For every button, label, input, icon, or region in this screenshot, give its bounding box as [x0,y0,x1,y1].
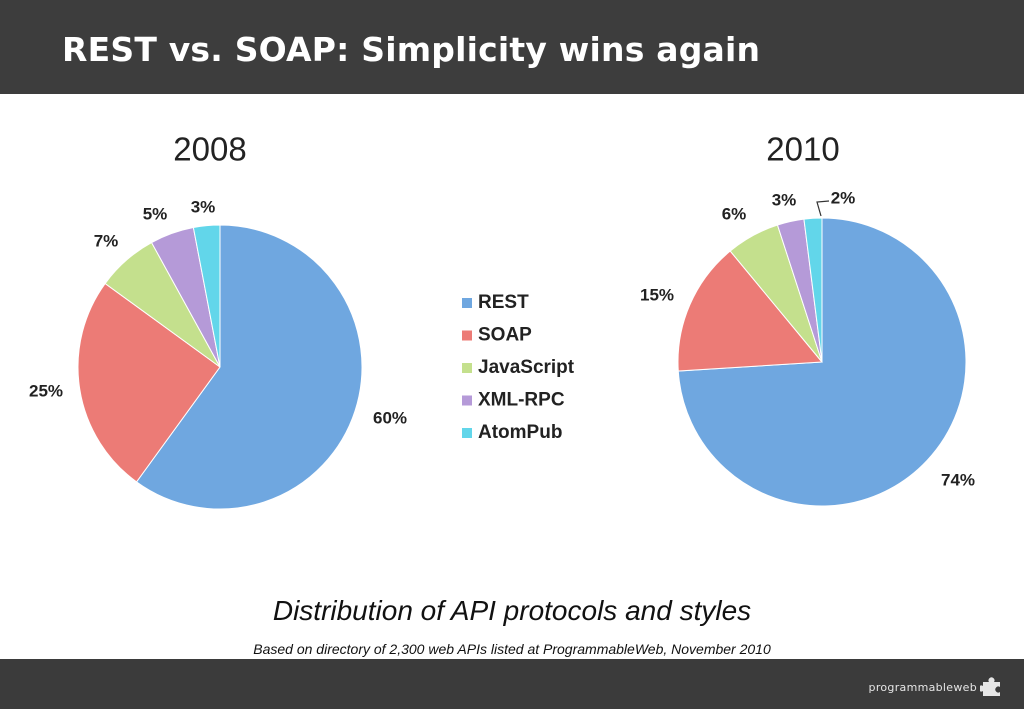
pie-label-2010-soap: 15% [640,285,674,304]
legend-label-rest: REST [478,292,529,313]
legend-label-javascript: JavaScript [478,357,575,378]
programmableweb-logo: programmableweb [869,676,1006,698]
puzzle-piece-icon [980,677,1000,696]
pie-label-2008-soap: 25% [29,381,63,400]
leader-line [816,200,830,217]
legend-label-xml-rpc: XML-RPC [478,390,565,411]
pie-label-2008-xml-rpc: 5% [143,204,168,223]
pie-charts: 2008 60% 25% 7% 5% 3% 2010 74% 15% 6% 3% 2% REST SOAP… [29,131,975,510]
legend-swatch-xml-rpc [462,395,472,406]
legend-swatch-atompub [462,428,472,438]
pie-slice-2008-atompub [192,224,221,368]
pie-label-2010-xml-rpc: 3% [772,190,797,209]
pie-title-2010: 2010 [766,131,839,168]
pie-label-2010-javascript: 6% [722,204,747,223]
slide-footer [0,659,1024,709]
pie-title-2008: 2008 [173,131,246,168]
slide-header: REST vs. SOAP: Simplicity wins again [0,0,1024,94]
legend-swatch-rest [462,298,472,308]
chart-source-note: Based on directory of 2,300 web APIs lis… [253,641,771,657]
legend-swatch-javascript [462,363,472,373]
legend-label-atompub: AtomPub [478,422,562,443]
pie-slice-2010-soap [677,250,824,372]
pie-label-2010-atompub: 2% [831,188,856,207]
pie-slice-2008-soap [77,282,221,483]
pie-label-2010-rest: 74% [941,470,975,489]
pie-slice-2008-rest [135,224,363,510]
slide-content: 2008 60% 25% 7% 5% 3% 2010 74% 15% 6% 3% 2% REST SOAP… [0,94,1024,659]
pie-label-2008-rest: 60% [373,408,407,427]
legend-label-soap: SOAP [478,325,532,346]
pie-label-2008-javascript: 7% [94,231,119,250]
logo-text: programmableweb [868,680,977,694]
legend-swatch-soap [462,330,472,341]
pie-label-2008-atompub: 3% [191,197,216,216]
slide-title: REST vs. SOAP: Simplicity wins again [62,30,761,69]
chart-caption: Distribution of API protocols and styles [272,595,752,626]
pie-slice-2010-atompub [803,217,823,363]
